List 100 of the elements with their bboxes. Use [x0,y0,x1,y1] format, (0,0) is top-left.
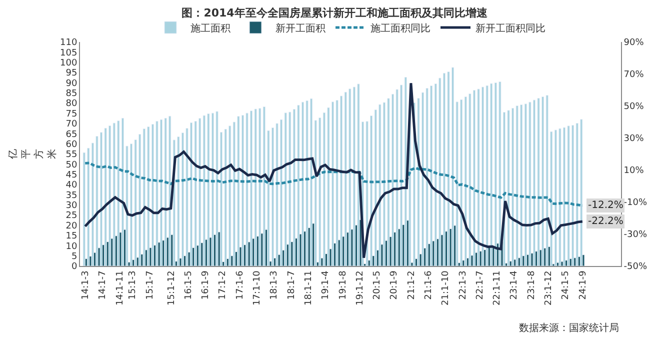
y-tick-label: 105 [60,48,78,58]
y-tick-label: 40 [66,180,78,191]
x-tick-label: 20:1-5 [372,270,383,300]
y-axis-title: 亿平方米 [8,149,58,160]
bar [276,123,278,266]
x-tick-label: 19:1-4 [321,270,332,300]
line-series [84,82,584,260]
bar [331,102,334,266]
bar [271,127,274,266]
y-tick-label: 90 [66,78,78,89]
x-tick-label: 18:1-7 [286,270,297,300]
y2-tick-label: 50% [624,102,644,112]
y-tick-label: 35 [66,190,78,201]
x-tick-label: 17:1-10 [252,270,263,306]
bar [177,136,180,266]
x-tick-label: 15:1-3 [128,270,138,300]
bar [532,100,536,266]
x-tick-label: 21:1-2 [406,270,417,300]
bar [104,128,107,266]
data-label: -22.2% [588,216,624,227]
data-label: -12.2% [588,200,624,211]
bar [306,100,308,266]
y-tick-label: 10 [66,242,78,252]
y2-tick-label: -10% [624,198,648,208]
y-tick-label: 45 [66,170,78,181]
bar [254,108,257,266]
y2-tick-label: 30% [624,134,644,144]
x-tick-label: 22:1-7 [475,270,486,300]
y-tick-label: 55 [66,150,78,160]
bar [164,118,167,266]
bar [468,93,472,266]
x-tick-label: 18:1-11 [304,270,314,306]
bar [224,128,227,266]
bar [516,105,518,266]
x-tick-label: 23:1-4 [510,270,520,300]
y-tick-label: 100 [60,58,78,69]
x-tick-label: 17:1-6 [235,270,246,300]
y-tick-label: 20 [66,221,78,232]
legend-label: 施工面积 [190,22,230,34]
x-tick-label: 16:1-5 [184,270,194,300]
x-tick-label: 14:1-11 [115,270,126,306]
bar [567,126,570,266]
bar [387,98,390,266]
x-tick-label: 24:1-9 [578,270,588,300]
y-tick-label: 85 [66,89,78,100]
bar [576,123,578,266]
y2-tick-label: -30% [624,230,648,240]
bar [194,120,197,266]
y-tick-label: 95 [66,68,78,79]
bar [348,88,352,266]
x-tick-label: 15:1-7 [145,270,156,300]
bar [546,95,548,266]
bar [378,104,382,266]
y-tick-label: 25 [66,211,78,222]
source-note: 数据来源：国家统计局 [519,322,619,334]
bar [486,85,488,266]
bar [318,118,322,266]
x-tick-label: 14:1-7 [98,270,108,300]
x-tick-label: 21:1-6 [424,270,434,300]
chart-title: 图：2014年至今全国房屋累计新开工和施工面积及其同比增速 [182,6,488,20]
bar [207,113,210,266]
bar [447,71,450,266]
bar [216,111,218,266]
bar [426,88,428,266]
legend-label: 新开工面积 [276,22,326,34]
y-tick-label: 70 [66,120,78,130]
bar [477,88,480,266]
y-tick-label: 75 [66,109,78,120]
y-tick-label: 5 [71,252,78,262]
x-tick-label: 14:1-3 [81,270,92,300]
y2-tick-label: 10% [624,166,644,176]
x-tick-label: 23:1-12 [544,270,554,306]
bar [314,120,317,266]
y-tick-label: 65 [66,130,78,140]
bar [96,136,98,266]
bar [336,100,338,266]
x-tick-label: 15:1-12 [166,270,177,306]
line-series [84,162,584,207]
y2-tick-label: 70% [624,70,644,80]
bar [498,81,502,266]
bar [117,120,120,266]
x-tick-label: 19:1-12 [355,270,366,306]
x-tick-label: 16:1-9 [201,270,212,300]
bar [246,112,248,266]
y-tick-label: 30 [66,201,78,212]
x-tick-label: 18:1-3 [270,270,280,300]
bar [357,84,360,266]
y-tick-label: 15 [66,232,78,242]
x-tick-label: 17:1-2 [218,270,228,300]
y-tick-label: 80 [66,99,78,110]
bar [284,112,287,266]
legend-label: 施工面积同比 [370,22,430,34]
y-tick-label: 0 [71,262,78,272]
y2-tick-label: -50% [624,262,648,272]
bar [297,104,300,266]
x-tick-label: 22:1-3 [458,270,468,300]
bar [147,126,150,266]
bar [130,144,133,266]
bar [507,110,510,266]
x-tick-label: 23:1-8 [526,270,537,300]
